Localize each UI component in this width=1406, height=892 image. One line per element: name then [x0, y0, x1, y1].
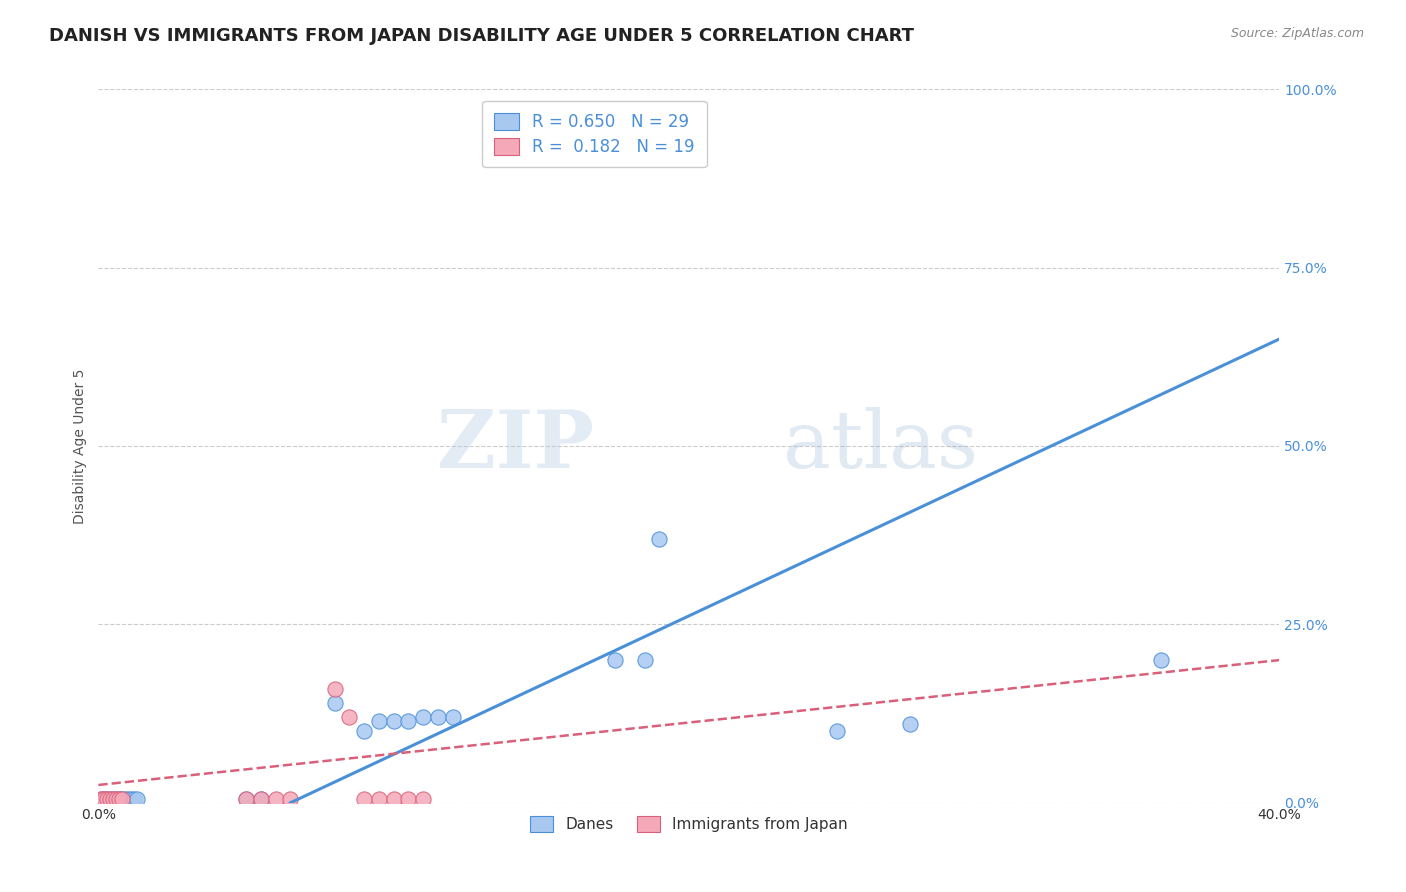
Point: [117, 792, 139, 806]
Point: [111, 792, 134, 806]
Point: [125, 792, 148, 806]
Text: Source: ZipAtlas.com: Source: ZipAtlas.com: [1230, 27, 1364, 40]
Legend: Danes, Immigrants from Japan: Danes, Immigrants from Japan: [524, 810, 853, 838]
Point: [382, 714, 405, 728]
Point: [323, 696, 346, 710]
Point: [264, 792, 287, 806]
Point: [90, 792, 112, 806]
Point: [103, 792, 125, 806]
Point: [634, 653, 657, 667]
Point: [353, 792, 375, 806]
Point: [825, 724, 848, 739]
Point: [441, 710, 464, 724]
Point: [103, 792, 125, 806]
Point: [98, 792, 121, 806]
Point: [398, 714, 420, 728]
Point: [339, 710, 361, 724]
Y-axis label: Disability Age Under 5: Disability Age Under 5: [73, 368, 87, 524]
Text: atlas: atlas: [783, 407, 979, 485]
Text: DANISH VS IMMIGRANTS FROM JAPAN DISABILITY AGE UNDER 5 CORRELATION CHART: DANISH VS IMMIGRANTS FROM JAPAN DISABILI…: [49, 27, 914, 45]
Point: [122, 792, 145, 806]
Point: [398, 792, 420, 806]
Point: [382, 792, 405, 806]
Point: [93, 792, 115, 806]
Point: [90, 792, 112, 806]
Point: [98, 792, 121, 806]
Point: [368, 714, 391, 728]
Point: [93, 792, 115, 806]
Point: [900, 717, 922, 731]
Point: [250, 792, 273, 806]
Point: [1150, 653, 1173, 667]
Point: [111, 792, 134, 806]
Point: [412, 710, 434, 724]
Point: [96, 792, 118, 806]
Point: [412, 792, 434, 806]
Point: [605, 653, 627, 667]
Point: [96, 792, 118, 806]
Point: [105, 792, 128, 806]
Point: [280, 792, 302, 806]
Point: [120, 792, 142, 806]
Point: [108, 792, 131, 806]
Point: [648, 532, 671, 546]
Point: [114, 792, 136, 806]
Point: [235, 792, 257, 806]
Point: [235, 792, 257, 806]
Point: [353, 724, 375, 739]
Point: [427, 710, 450, 724]
Point: [368, 792, 391, 806]
Point: [250, 792, 273, 806]
Point: [323, 681, 346, 696]
Point: [105, 792, 128, 806]
Point: [108, 792, 131, 806]
Text: ZIP: ZIP: [437, 407, 595, 485]
